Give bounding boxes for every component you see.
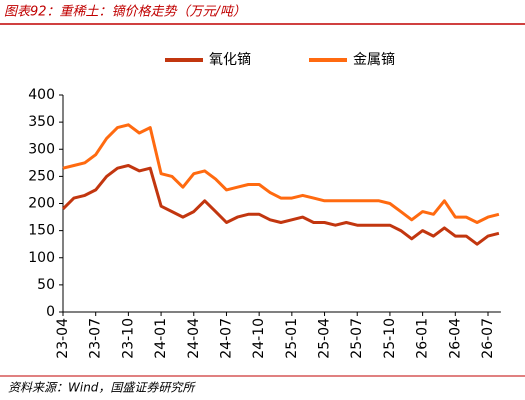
x-tick-label: 24-10 — [251, 318, 267, 359]
x-tick-label: 23-10 — [120, 318, 136, 359]
x-tick-label: 25-10 — [382, 318, 398, 359]
x-tick-label: 24-04 — [186, 318, 202, 359]
x-tick-label: 24-01 — [153, 318, 169, 359]
y-tick-label: 50 — [37, 277, 55, 293]
x-tick-label: 26-07 — [480, 318, 496, 359]
chart-title: 图表92：重稀土：镝价格走势（万元/吨） — [4, 4, 246, 20]
legend-label: 金属镝 — [353, 51, 395, 68]
y-tick-label: 300 — [28, 141, 55, 157]
x-tick-label: 23-07 — [88, 318, 104, 359]
y-tick-label: 200 — [28, 196, 55, 212]
y-tick-label: 0 — [46, 304, 55, 320]
x-tick-label: 26-01 — [415, 318, 431, 359]
x-tick-label: 25-04 — [317, 318, 333, 359]
y-tick-label: 350 — [28, 114, 55, 130]
y-tick-label: 400 — [28, 87, 55, 103]
series-line — [62, 123, 500, 224]
series-line — [61, 164, 500, 246]
x-tick-label: 23-04 — [55, 318, 71, 359]
x-tick-label: 25-01 — [284, 318, 300, 359]
y-tick-label: 150 — [28, 223, 55, 239]
y-tick-label: 100 — [28, 250, 55, 266]
y-tick-label: 250 — [28, 168, 55, 184]
legend-label: 氧化镝 — [209, 51, 251, 68]
x-tick-label: 24-07 — [218, 318, 234, 359]
x-tick-label: 26-04 — [447, 318, 463, 359]
source: 资料来源：Wind，国盛证券研究所 — [8, 381, 196, 395]
x-tick-label: 25-07 — [349, 318, 365, 359]
